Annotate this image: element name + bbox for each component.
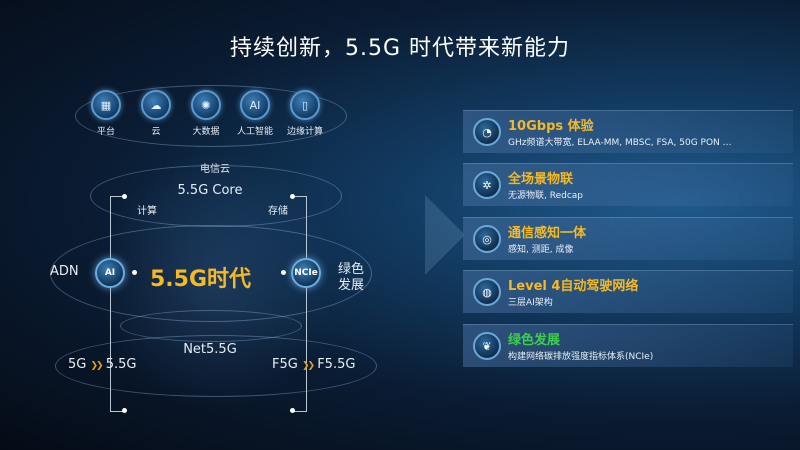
capability-subtitle: 感知, 测距, 成像 xyxy=(508,245,574,255)
capability-card: ❦ 绿色发展 构建网络碳排放强度指标体系(NCIe) xyxy=(463,324,793,367)
cloud-icon: ☁ xyxy=(141,90,171,120)
capability-title: Level 4自动驾驶网络 xyxy=(508,279,639,294)
capability-subtitle: 构建网络碳排放强度指标体系(NCIe) xyxy=(508,352,654,362)
dot xyxy=(290,408,295,413)
globe-network-icon: ◍ xyxy=(473,278,501,306)
bottom-left-labels: 5G ❯❯ 5.5G xyxy=(68,357,136,372)
capability-subtitle: 三层AI架构 xyxy=(508,298,553,308)
right-bracket xyxy=(292,196,307,412)
top-ellipse xyxy=(75,85,347,147)
arrow-icon: ❯❯ xyxy=(90,361,104,371)
capability-title: 绿色发展 xyxy=(508,333,561,348)
left-bracket xyxy=(110,196,125,412)
arrow-icon: ❯❯ xyxy=(301,361,315,371)
top-icon-label: 平台 xyxy=(96,127,115,137)
platform-icon: ▦ xyxy=(91,90,121,120)
capability-title: 全场景物联 xyxy=(508,172,574,187)
dot xyxy=(122,194,127,199)
speed-gauge-icon: ◔ xyxy=(473,118,501,146)
to-f5-5g: F5.5G xyxy=(317,357,356,372)
ai-chip-icon: AI xyxy=(240,90,270,120)
capability-subtitle: 无源物联, Redcap xyxy=(508,191,583,201)
core-label: 5.5G Core xyxy=(177,183,243,198)
chevron-right-icon xyxy=(425,195,465,275)
bottom-ellipse xyxy=(55,335,377,397)
green-label-2: 发展 xyxy=(338,278,365,293)
capability-title: 通信感知一体 xyxy=(508,226,587,241)
leaf-icon: ❦ xyxy=(473,332,501,360)
iot-network-icon: ✲ xyxy=(473,171,501,199)
from-5g: 5G xyxy=(68,357,87,372)
ncie-node: NCIe xyxy=(291,258,321,288)
top-icon-label: 云 xyxy=(151,127,161,137)
capability-card: ◍ Level 4自动驾驶网络 三层AI架构 xyxy=(463,270,793,313)
ai-node: AI xyxy=(95,258,125,288)
green-label-1: 绿色 xyxy=(338,262,365,277)
capability-card: ◔ 10Gbps 体验 GHz频谱大带宽, ELAA-MM, MBSC, FSA… xyxy=(463,110,793,153)
top-icon-label: 边缘计算 xyxy=(286,127,323,137)
capability-card: ◎ 通信感知一体 感知, 测距, 成像 xyxy=(463,217,793,260)
net-label: Net5.5G xyxy=(183,342,237,357)
storage-label: 存储 xyxy=(268,206,288,217)
dot xyxy=(281,270,286,275)
dot xyxy=(290,194,295,199)
adn-label: ADN xyxy=(50,264,79,279)
to-5-5g: 5.5G xyxy=(105,357,137,372)
compute-label: 计算 xyxy=(137,206,157,217)
capability-title: 10Gbps 体验 xyxy=(508,119,594,134)
bottom-right-labels: F5G ❯❯ F5.5G xyxy=(272,357,355,372)
sensing-icon: ◎ xyxy=(473,225,501,253)
top-icon-label: 人工智能 xyxy=(236,127,273,137)
center-label: 5.5G时代 xyxy=(150,267,252,292)
capability-card: ✲ 全场景物联 无源物联, Redcap xyxy=(463,163,793,206)
page-title: 持续创新，5.5G 时代带来新能力 xyxy=(229,36,571,61)
telecom-cloud-label: 电信云 xyxy=(200,164,230,175)
edge-computing-icon: ▯ xyxy=(290,90,320,120)
from-f5g: F5G xyxy=(272,357,298,372)
capability-subtitle: GHz频谱大带宽, ELAA-MM, MBSC, FSA, 50G PON … xyxy=(508,138,732,148)
top-icon-label: 大数据 xyxy=(192,127,220,137)
big-data-icon: ✺ xyxy=(191,90,221,120)
dot xyxy=(132,270,137,275)
dot xyxy=(122,408,127,413)
